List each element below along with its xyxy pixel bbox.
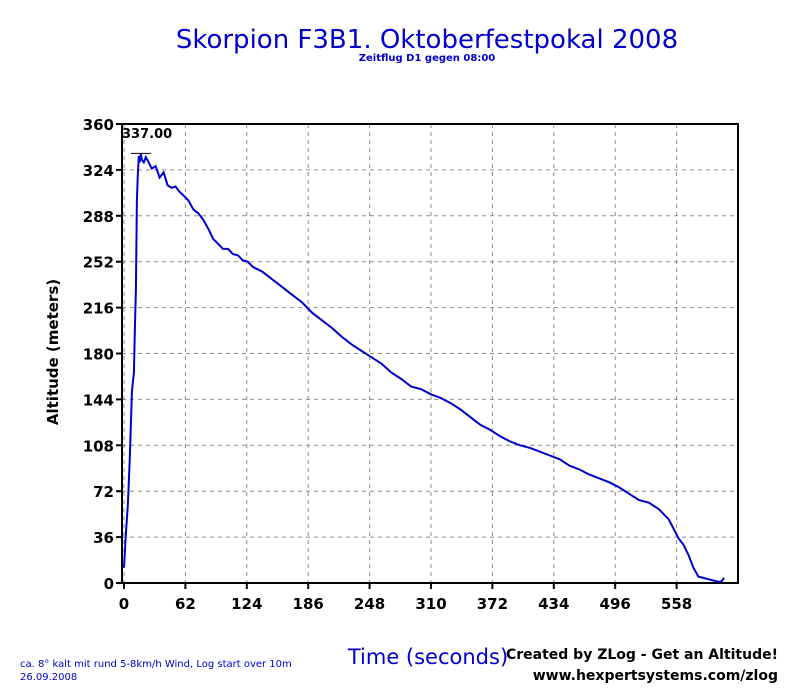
y-tick-label: 72 [93,483,114,501]
x-tick-label: 0 [119,595,129,613]
y-tick-label: 288 [83,208,114,226]
x-tick-label: 186 [293,595,324,613]
credit-text: Created by ZLog - Get an Altitude! [506,647,778,663]
x-tick-label: 372 [477,595,508,613]
credit-url: www.hexpertsystems.com/zlog [533,668,778,684]
footer-note: ca. 8° kalt mit rund 5-8km/h Wind, Log s… [20,659,292,670]
y-tick-label: 324 [83,162,114,180]
x-tick-label: 248 [354,595,385,613]
x-tick-label: 124 [231,595,262,613]
x-axis-label: Time (seconds) [347,645,508,669]
x-axis-ticks: 0 62 124 186 248 310 372 434 496 558 [119,583,692,613]
y-tick-label: 180 [83,346,114,364]
y-tick-label: 144 [83,391,114,409]
x-tick-label: 558 [661,595,692,613]
x-tick-label: 310 [415,595,446,613]
x-tick-label: 62 [175,595,196,613]
x-tick-label: 496 [600,595,631,613]
peak-label: 337.00 [122,127,172,142]
x-tick-label: 434 [538,595,569,613]
y-tick-label: 252 [83,254,114,272]
y-tick-label: 216 [83,300,114,318]
y-axis-ticks: 0 36 72 108 144 180 216 252 288 324 360 [83,116,122,593]
chart-subtitle: Zeitflug D1 gegen 08:00 [359,53,496,64]
y-tick-label: 36 [93,529,114,547]
grid [122,124,738,583]
y-tick-label: 0 [104,575,114,593]
footer-date: 26.09.2008 [20,672,77,683]
y-tick-label: 360 [83,116,114,134]
y-tick-label: 108 [83,437,114,455]
y-axis-label: Altitude (meters) [44,279,62,425]
chart-title: Skorpion F3B1. Oktoberfestpokal 2008 [176,25,678,55]
altitude-line [123,153,725,583]
